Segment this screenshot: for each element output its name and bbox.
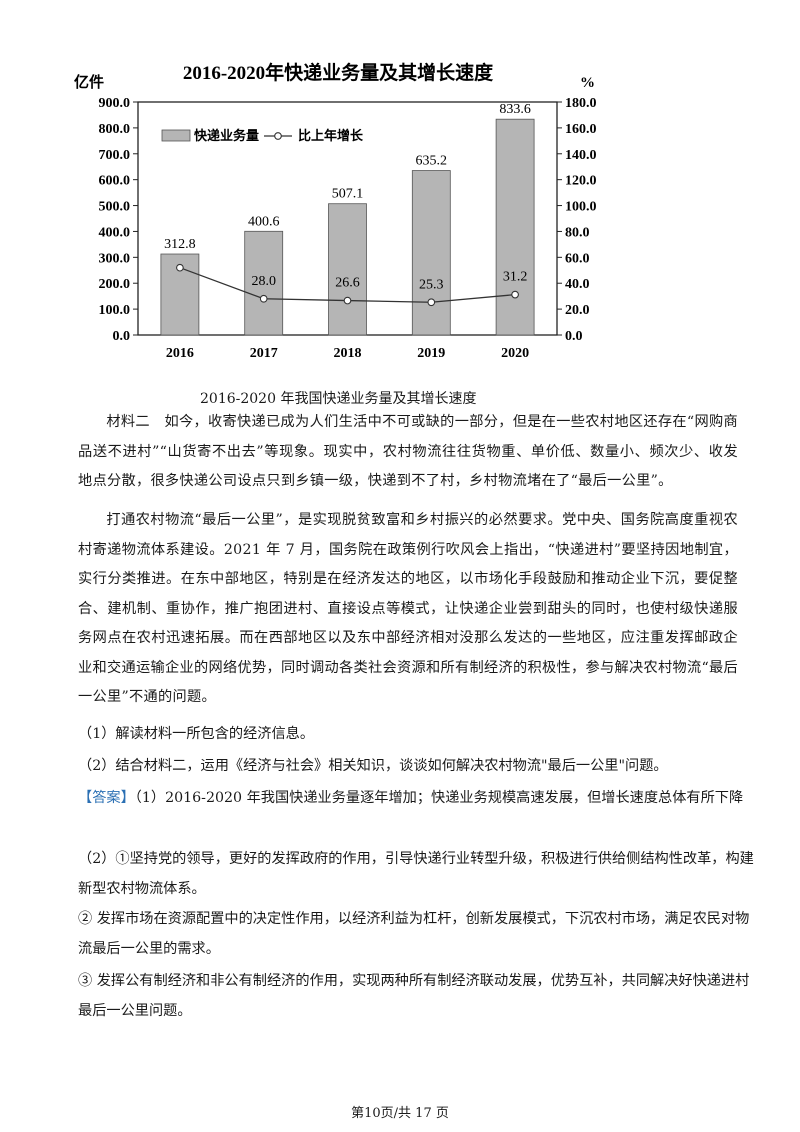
growth-label-2019: 25.3 xyxy=(419,277,444,292)
bar-2017 xyxy=(244,230,284,336)
left-tick-label: 100.0 xyxy=(99,303,131,318)
legend-line-marker xyxy=(274,132,282,140)
x-label-2020: 2020 xyxy=(501,346,529,360)
answer-4: ③ 发挥公有制经济和非公有制经济的作用，实现两种所有制经济联动发展，优势互补，共… xyxy=(78,973,750,1019)
growth-point-2020 xyxy=(511,290,519,299)
legend-bar-label: 快递业务量 xyxy=(194,128,259,143)
bar-2020 xyxy=(495,118,535,336)
left-tick-label: 700.0 xyxy=(99,148,131,163)
right-tick-label: 40.0 xyxy=(565,277,590,292)
x-label-2017: 2017 xyxy=(250,346,278,360)
right-tick-label: 0.0 xyxy=(565,329,583,344)
bar-label-2016: 312.8 xyxy=(164,237,196,252)
chart-title: 2016-2020年快递业务量及其增长速度 xyxy=(183,61,494,84)
bar-label-2020: 833.6 xyxy=(499,102,530,117)
left-tick-label: 200.0 xyxy=(99,277,131,292)
growth-point-2018 xyxy=(343,296,352,305)
x-label-2019: 2019 xyxy=(417,346,445,360)
growth-point-2019 xyxy=(427,298,436,307)
left-axis-unit: 亿件 xyxy=(74,73,104,91)
right-tick-label: 100.0 xyxy=(565,200,597,215)
bar-label-2019: 635.2 xyxy=(416,154,448,169)
bar-2019 xyxy=(411,170,451,336)
question-2: （2）结合材料二，运用《经济与社会》相关知识，谈谈如何解决农村物流"最后一公里"… xyxy=(78,758,668,774)
legend-bar-swatch xyxy=(161,129,191,142)
growth-point-2016 xyxy=(176,263,184,272)
legend-line-label: 比上年增长 xyxy=(298,128,364,143)
bar-label-2017: 400.6 xyxy=(248,214,280,229)
answer-tag: 【答案】 xyxy=(78,790,135,806)
question-1: （1）解读材料一所包含的经济信息。 xyxy=(78,726,315,742)
material-two-paragraph-2: 打通农村物流“最后一公里”，是实现脱贫致富和乡村振兴的必然要求。党中央、国务院高… xyxy=(78,512,738,705)
growth-label-2020: 31.2 xyxy=(503,270,527,285)
legend: 快递业务量 比上年增长 xyxy=(161,128,364,143)
answer-1-text: （1）2016-2020 年我国快递业务量逐年增加；快递业务规模高速发展，但增长… xyxy=(134,790,744,806)
left-tick-label: 600.0 xyxy=(99,174,131,189)
material-two-paragraph: 材料二 如今，收寄快递已成为人们生活中不可或缺的一部分，但是在一些农村地区还存在… xyxy=(78,414,738,489)
page-footer: 第10页/共 17 页 xyxy=(351,1106,449,1121)
growth-label-2017: 28.0 xyxy=(251,274,276,289)
right-tick-label: 120.0 xyxy=(565,174,597,189)
right-axis-unit: % xyxy=(580,75,595,91)
left-tick-label: 0.0 xyxy=(113,329,131,344)
x-label-2018: 2018 xyxy=(334,346,362,360)
answer-1: 【答案】（1）2016-2020 年我国快递业务量逐年增加；快递业务规模高速发展… xyxy=(78,784,758,814)
right-tick-label: 160.0 xyxy=(565,122,597,137)
right-tick-label: 140.0 xyxy=(565,148,597,163)
right-tick-label: 60.0 xyxy=(565,251,590,266)
left-tick-label: 900.0 xyxy=(99,96,131,111)
right-tick-label: 20.0 xyxy=(565,303,590,318)
left-tick-label: 300.0 xyxy=(99,251,131,266)
express-chart: 2016-2020年快递业务量及其增长速度 亿件 % 900.0 800.0 700… xyxy=(74,61,597,360)
x-label-2016: 2016 xyxy=(166,346,194,360)
left-tick-label: 500.0 xyxy=(99,200,131,215)
growth-point-2017 xyxy=(259,294,268,303)
right-tick-label: 180.0 xyxy=(565,96,597,111)
answer-2: （2）①坚持党的领导，更好的发挥政府的作用，引导快递行业转型升级，积极进行供给侧… xyxy=(78,851,754,897)
left-tick-label: 800.0 xyxy=(99,122,131,137)
bar-2018 xyxy=(328,203,367,336)
answer-3: ② 发挥市场在资源配置中的决定性作用，以经济利益为杠杆，创新发展模式，下沉农村市… xyxy=(78,911,750,957)
right-tick-label: 80.0 xyxy=(565,225,590,240)
left-tick-label: 400.0 xyxy=(99,225,131,240)
chart-caption: 2016-2020 年我国快递业务量及其增长速度 xyxy=(200,391,477,407)
growth-label-2018: 26.6 xyxy=(335,276,360,291)
bar-label-2018: 507.1 xyxy=(332,187,364,202)
